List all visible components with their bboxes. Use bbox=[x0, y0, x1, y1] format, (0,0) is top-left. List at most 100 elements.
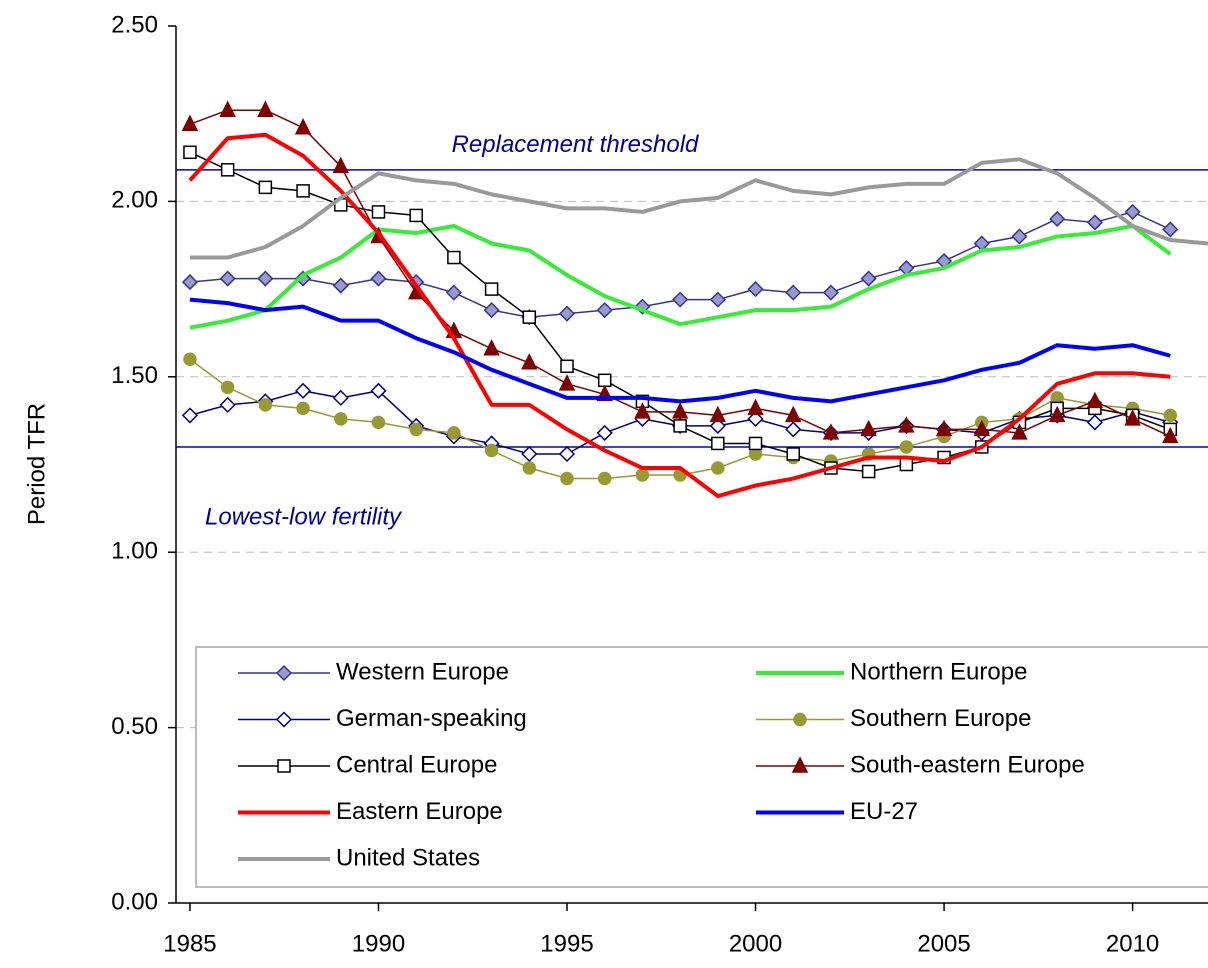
legend-marker bbox=[793, 712, 807, 727]
data-point bbox=[560, 471, 574, 486]
data-point bbox=[1049, 210, 1066, 228]
data-point bbox=[899, 440, 914, 454]
data-point bbox=[899, 457, 914, 472]
data-point bbox=[634, 402, 651, 419]
legend-label: United States bbox=[336, 844, 480, 871]
data-point bbox=[1011, 228, 1028, 245]
data-point bbox=[296, 401, 310, 416]
series-line bbox=[188, 132, 1171, 499]
legend-box bbox=[195, 646, 1208, 888]
data-point bbox=[447, 250, 461, 265]
data-point bbox=[1086, 391, 1104, 409]
legend-label: Central Europe bbox=[336, 751, 497, 778]
data-point bbox=[709, 417, 726, 434]
data-point bbox=[973, 419, 990, 437]
data-point bbox=[371, 415, 386, 430]
data-point bbox=[370, 270, 387, 287]
data-point bbox=[219, 396, 236, 413]
data-point bbox=[219, 270, 236, 287]
data-point bbox=[371, 205, 386, 219]
data-point bbox=[748, 436, 763, 451]
data-point bbox=[1048, 405, 1066, 423]
data-point bbox=[785, 284, 802, 301]
data-point bbox=[709, 405, 727, 423]
legend-label: Southern Europe bbox=[850, 705, 1031, 732]
series-line bbox=[189, 223, 1172, 330]
legend-label: EU-27 bbox=[850, 798, 918, 825]
data-point bbox=[334, 412, 348, 426]
legend-label: Western Europe bbox=[336, 658, 509, 685]
data-point bbox=[711, 461, 725, 475]
data-point bbox=[711, 436, 725, 451]
data-point bbox=[258, 180, 273, 195]
data-point bbox=[409, 208, 423, 223]
legend-marker bbox=[275, 664, 293, 682]
data-point bbox=[709, 291, 726, 308]
data-point bbox=[1086, 414, 1103, 431]
x-tick-label: 1995 bbox=[540, 930, 593, 957]
legend-marker bbox=[791, 756, 809, 773]
data-point bbox=[183, 352, 197, 367]
data-point bbox=[558, 374, 576, 391]
data-point bbox=[220, 380, 235, 395]
data-point bbox=[181, 274, 199, 291]
data-point bbox=[332, 156, 349, 174]
data-point bbox=[747, 410, 764, 427]
series bbox=[183, 352, 1178, 486]
data-point bbox=[786, 447, 800, 461]
data-point bbox=[181, 407, 199, 424]
data-point bbox=[558, 445, 576, 463]
data-point bbox=[332, 389, 349, 406]
data-point bbox=[671, 402, 689, 419]
legend-label: South-eastern Europe bbox=[850, 751, 1085, 778]
reference-label: Replacement threshold bbox=[452, 131, 699, 158]
data-point bbox=[1162, 221, 1179, 238]
series bbox=[188, 132, 1171, 499]
data-point bbox=[747, 281, 764, 298]
data-point bbox=[597, 373, 612, 388]
data-point bbox=[1124, 203, 1141, 220]
y-tick-label: 1.00 bbox=[111, 538, 158, 565]
data-point bbox=[522, 461, 537, 475]
data-point bbox=[257, 270, 274, 287]
data-point bbox=[596, 424, 613, 441]
data-point bbox=[860, 419, 877, 437]
series bbox=[189, 297, 1171, 404]
y-tick-label: 2.00 bbox=[111, 187, 158, 214]
data-point bbox=[257, 100, 274, 117]
data-point bbox=[861, 464, 876, 479]
legend: Western Europe Northern Europe German-spea… bbox=[195, 646, 1208, 888]
data-point bbox=[370, 382, 387, 399]
data-point bbox=[258, 398, 273, 412]
data-point bbox=[596, 302, 613, 319]
data-point bbox=[483, 302, 500, 319]
data-point bbox=[785, 405, 802, 423]
legend-label: Northern Europe bbox=[850, 658, 1027, 685]
x-tick-label: 1990 bbox=[352, 930, 405, 957]
data-point bbox=[296, 184, 310, 198]
data-point bbox=[860, 270, 877, 287]
data-point bbox=[822, 284, 840, 301]
series bbox=[189, 157, 1208, 260]
legend-label: German-speaking bbox=[336, 705, 527, 732]
series-line bbox=[189, 297, 1171, 404]
data-point bbox=[560, 359, 574, 374]
series-line bbox=[189, 157, 1208, 260]
reference-label: Lowest-low fertility bbox=[205, 503, 403, 530]
data-point bbox=[672, 291, 689, 308]
x-tick-label: 2010 bbox=[1106, 930, 1159, 957]
data-point bbox=[521, 353, 538, 370]
data-point bbox=[447, 426, 461, 440]
x-tick-label: 1985 bbox=[163, 930, 216, 957]
series bbox=[189, 223, 1172, 330]
x-tick-label: 2005 bbox=[917, 930, 970, 957]
data-point bbox=[673, 419, 687, 433]
data-point bbox=[522, 310, 537, 324]
data-point bbox=[1011, 423, 1028, 440]
data-point bbox=[181, 114, 199, 131]
data-point bbox=[785, 421, 802, 438]
y-axis-label: Period TFR bbox=[23, 403, 50, 525]
y-tick-label: 0.00 bbox=[111, 888, 158, 915]
